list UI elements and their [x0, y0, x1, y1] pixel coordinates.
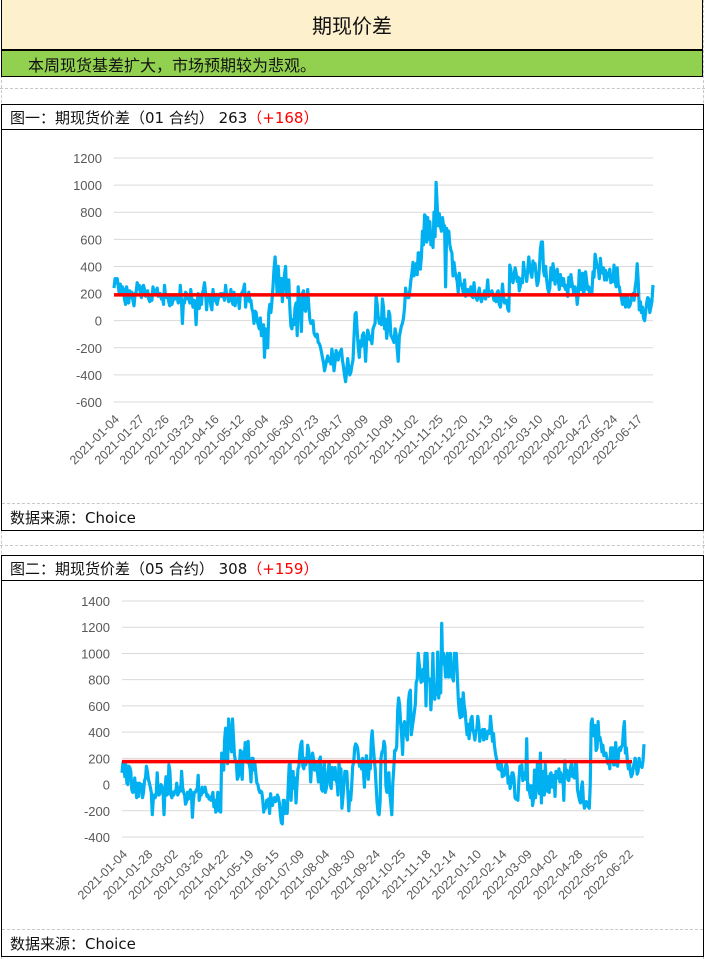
- series-line: [112, 180, 655, 384]
- y-tick-label: 400: [80, 259, 102, 274]
- source-text: 数据来源：Choice: [10, 934, 136, 953]
- page-title: 期现价差: [312, 14, 392, 38]
- y-tick-label: 1400: [81, 594, 110, 609]
- summary-banner: 本周现货基差扩大，市场预期较为悲观。: [1, 50, 703, 77]
- source-note: 数据来源：Choice: [2, 503, 703, 530]
- summary-text: 本周现货基差扩大，市场预期较为悲观。: [28, 55, 317, 75]
- y-tick-label: 200: [80, 287, 102, 302]
- chart-area: -400 -200 0 200 400 600 800 1000 1200 1400 2021-01…: [2, 581, 703, 934]
- chart-title-change: （+159）: [247, 559, 319, 578]
- y-tick-label: 600: [80, 232, 102, 247]
- y-tick-label: -400: [84, 830, 110, 845]
- chart-panel-05-contract: 图二：期现货价差（05 合约） 308 （+159） -400 -200 0 200 40…: [1, 555, 704, 957]
- row-divider: [0, 545, 705, 546]
- chart-title: 图二：期现货价差（05 合约） 308 （+159）: [2, 556, 703, 581]
- chart-area: -600 -400 -200 0 200 400 600 800 1000 1200 2021-01…: [2, 130, 703, 508]
- line-chart-01-contract: -600-400-2000200400600800100012002021-01…: [67, 151, 655, 467]
- y-tick-label: -200: [76, 341, 102, 356]
- chart-title-text: 图二：期现货价差（05 合约） 308: [10, 559, 248, 578]
- y-tick-label: 800: [80, 205, 102, 220]
- y-tick-label: 1200: [81, 620, 110, 635]
- y-tick-label: 0: [103, 778, 110, 793]
- source-note: 数据来源：Choice: [2, 929, 703, 956]
- page-header: 期现价差: [1, 0, 703, 50]
- y-tick-label: 200: [88, 751, 110, 766]
- y-tick-label: 400: [88, 725, 110, 740]
- y-tick-label: 800: [88, 673, 110, 688]
- chart-title-text: 图一：期现货价差（01 合约） 263: [10, 108, 248, 127]
- chart-panel-01-contract: 图一：期现货价差（01 合约） 263 （+168） -600 -400 -200 0 2…: [1, 104, 704, 531]
- source-text: 数据来源：Choice: [10, 508, 136, 527]
- chart-title: 图一：期现货价差（01 合约） 263 （+168）: [2, 105, 703, 130]
- y-tick-label: -600: [76, 395, 102, 410]
- y-tick-label: 1000: [81, 646, 110, 661]
- y-tick-label: 600: [88, 699, 110, 714]
- y-tick-label: 0: [95, 314, 102, 329]
- y-tick-label: -400: [76, 368, 102, 383]
- y-tick-label: 1000: [73, 178, 102, 193]
- line-chart-05-contract: -400-20002004006008001000120014002021-01…: [75, 594, 646, 902]
- series-line: [120, 621, 646, 826]
- chart-title-change: （+168）: [247, 108, 319, 127]
- row-divider: [0, 88, 705, 89]
- y-tick-label: 1200: [73, 151, 102, 166]
- y-tick-label: -200: [84, 804, 110, 819]
